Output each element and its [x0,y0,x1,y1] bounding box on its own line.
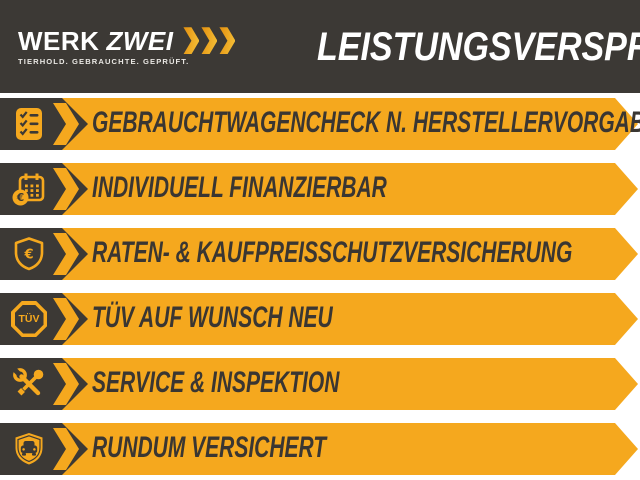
triple-chevron-right-icon [183,27,237,55]
brand-tagline: TIERHOLD. GEBRAUCHTE. GEPRÜFT. [18,57,190,67]
promise-row-gebrauchtwagencheck: GEBRAUCHTWAGENCHECK N. HERSTELLERVORGABE… [0,98,640,150]
banner-arrow [0,358,638,410]
svg-text:€: € [16,192,24,204]
promise-list: GEBRAUCHTWAGENCHECK N. HERSTELLERVORGABE… [0,98,640,480]
brand-word-zwei: ZWEI [106,25,174,56]
brand-logo: WERK ZWEI TIERHOLD. GEBRAUCHTE. GEPRÜFT. [18,27,237,66]
promise-row-finanzierbar: € INDIVIDUELL FINANZIERBAR [0,163,638,215]
calendar-euro-icon: € [12,173,45,206]
shield-euro-icon: € [14,237,44,271]
tuev-badge-text: TÜV [18,313,40,325]
car-shield-icon [15,433,43,465]
tuev-octagon-icon: TÜV [11,301,47,337]
banner-arrow [0,163,638,215]
tools-icon [11,366,44,396]
header-bar: WERK ZWEI TIERHOLD. GEBRAUCHTE. GEPRÜFT.… [0,0,640,93]
promise-row-tuev: TÜV TÜV AUF WUNSCH NEU [0,293,638,345]
banner-arrow [0,423,638,475]
page-title: LEISTUNGSVERSPRECHEN [317,24,640,69]
brand-word-werk: WERK [18,25,100,56]
promise-label: TÜV AUF WUNSCH NEU [92,300,333,334]
promise-row-service: SERVICE & INSPEKTION [0,358,638,410]
promise-label: GEBRAUCHTWAGENCHECK N. HERSTELLERVORGABE… [92,105,640,139]
promise-label: INDIVIDUELL FINANZIERBAR [92,170,387,204]
banner-arrow [0,293,638,345]
banner-arrow [0,98,638,150]
promise-row-versichert: RUNDUM VERSICHERT [0,423,638,475]
svg-text:€: € [23,248,33,263]
banner-arrow [0,228,638,280]
promise-row-schutzversicherung: € RATEN- & KAUFPREISSCHUTZVERSICHERUNG [0,228,638,280]
promise-label: SERVICE & INSPEKTION [92,365,340,399]
checklist-icon [16,108,42,140]
promise-label: RUNDUM VERSICHERT [92,430,327,464]
promise-label: RATEN- & KAUFPREISSCHUTZVERSICHERUNG [92,235,573,269]
